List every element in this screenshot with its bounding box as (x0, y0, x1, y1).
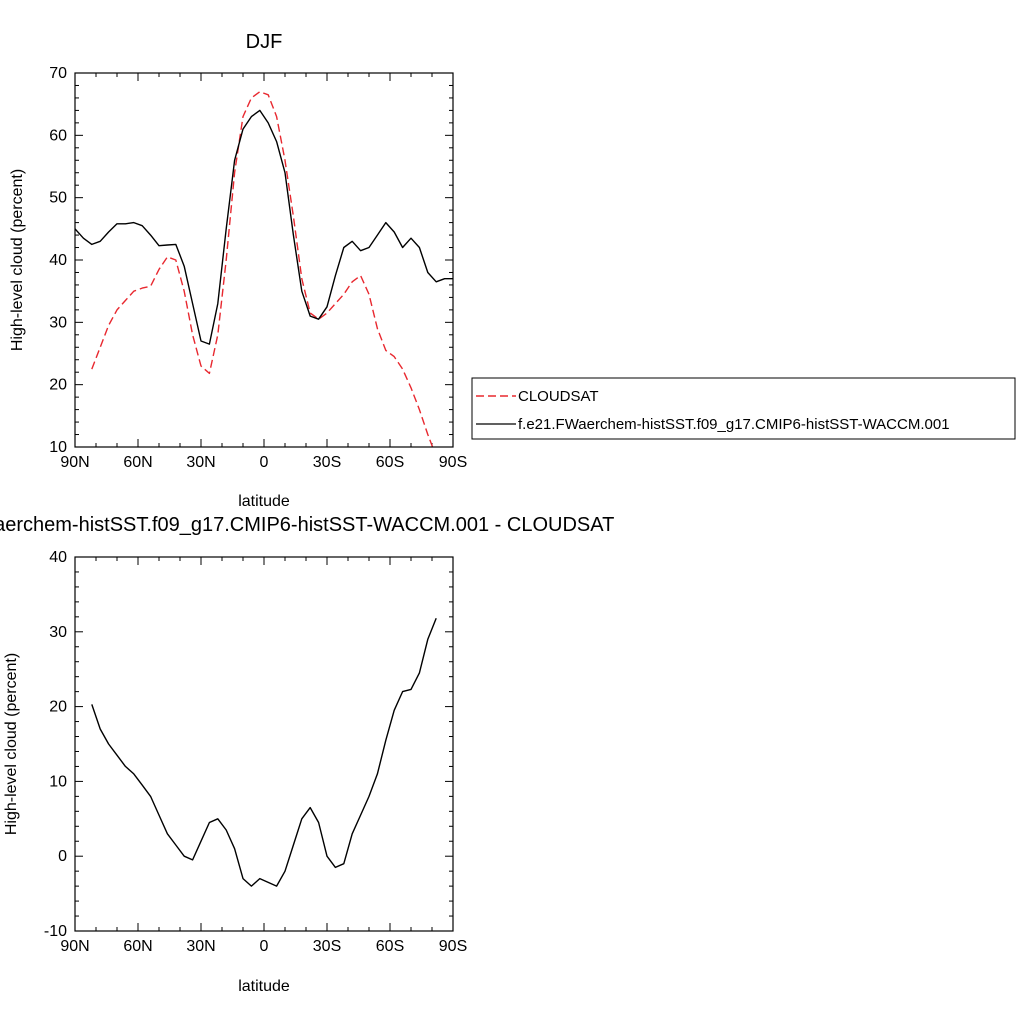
y-tick-label: 20 (49, 377, 67, 394)
y-tick-label: 30 (49, 624, 67, 641)
legend-label-model: f.e21.FWaerchem-histSST.f09_g17.CMIP6-hi… (518, 416, 950, 433)
x-tick-label: 0 (260, 938, 269, 955)
y-tick-label: 50 (49, 190, 67, 207)
x-tick-label: 90N (60, 454, 89, 471)
legend-label-cloudsat: CLOUDSAT (518, 388, 599, 405)
plot-frame (74, 72, 454, 448)
legend-box (471, 377, 1016, 440)
y-tick-label: 0 (58, 848, 67, 865)
x-tick-label: 60S (376, 938, 404, 955)
x-tick-label: 30S (313, 938, 341, 955)
x-tick-label: 0 (260, 454, 269, 471)
y-tick-label: 30 (49, 314, 67, 331)
chart-title: DJF (246, 31, 283, 53)
y-axis-title: High-level cloud (percent) (9, 169, 26, 351)
x-tick-label: 90S (439, 938, 467, 955)
chart-panel-djf: DJF latitude High-level cloud (percent) … (9, 31, 467, 510)
x-tick-label: 30N (186, 938, 215, 955)
y-axis-title: High-level cloud (percent) (3, 653, 20, 835)
y-tick-label: 40 (49, 252, 67, 269)
x-tick-label: 60S (376, 454, 404, 471)
chart-panel-difference: f.e21.FWaerchem-histSST.f09_g17.CMIP6-hi… (0, 514, 614, 995)
series-line-cloudsat (91, 90, 434, 447)
y-tick-label: 40 (49, 549, 67, 566)
series-layer (75, 90, 453, 447)
x-tick-label: 60N (123, 938, 152, 955)
x-tick-label: 30S (313, 454, 341, 471)
x-tick-label: 90N (60, 938, 89, 955)
x-tick-label: 30N (186, 454, 215, 471)
series-line-difference (91, 618, 437, 887)
y-tick-label: 10 (49, 439, 67, 456)
x-axis-title: latitude (238, 978, 290, 995)
axis-ticks: 90N 60N 30N 0 30S 60S 90S 10 20 30 40 50 60 70 (49, 65, 467, 471)
series-line-f (75, 109, 453, 345)
y-tick-label: 10 (49, 773, 67, 790)
x-tick-label: 90S (439, 454, 467, 471)
x-tick-label: 60N (123, 454, 152, 471)
x-axis-title: latitude (238, 493, 290, 510)
y-tick-label: -10 (44, 923, 67, 940)
legend: CLOUDSAT f.e21.FWaerchem-histSST.f09_g17… (471, 377, 1016, 440)
series-layer (91, 618, 437, 887)
y-tick-label: 20 (49, 699, 67, 716)
plot-frame (74, 556, 454, 932)
y-tick-label: 60 (49, 127, 67, 144)
axis-ticks: 90N 60N 30N 0 30S 60S 90S -10 0 10 20 30 40 (44, 549, 467, 955)
chart-title: f.e21.FWaerchem-histSST.f09_g17.CMIP6-hi… (0, 514, 614, 536)
y-tick-label: 70 (49, 65, 67, 82)
